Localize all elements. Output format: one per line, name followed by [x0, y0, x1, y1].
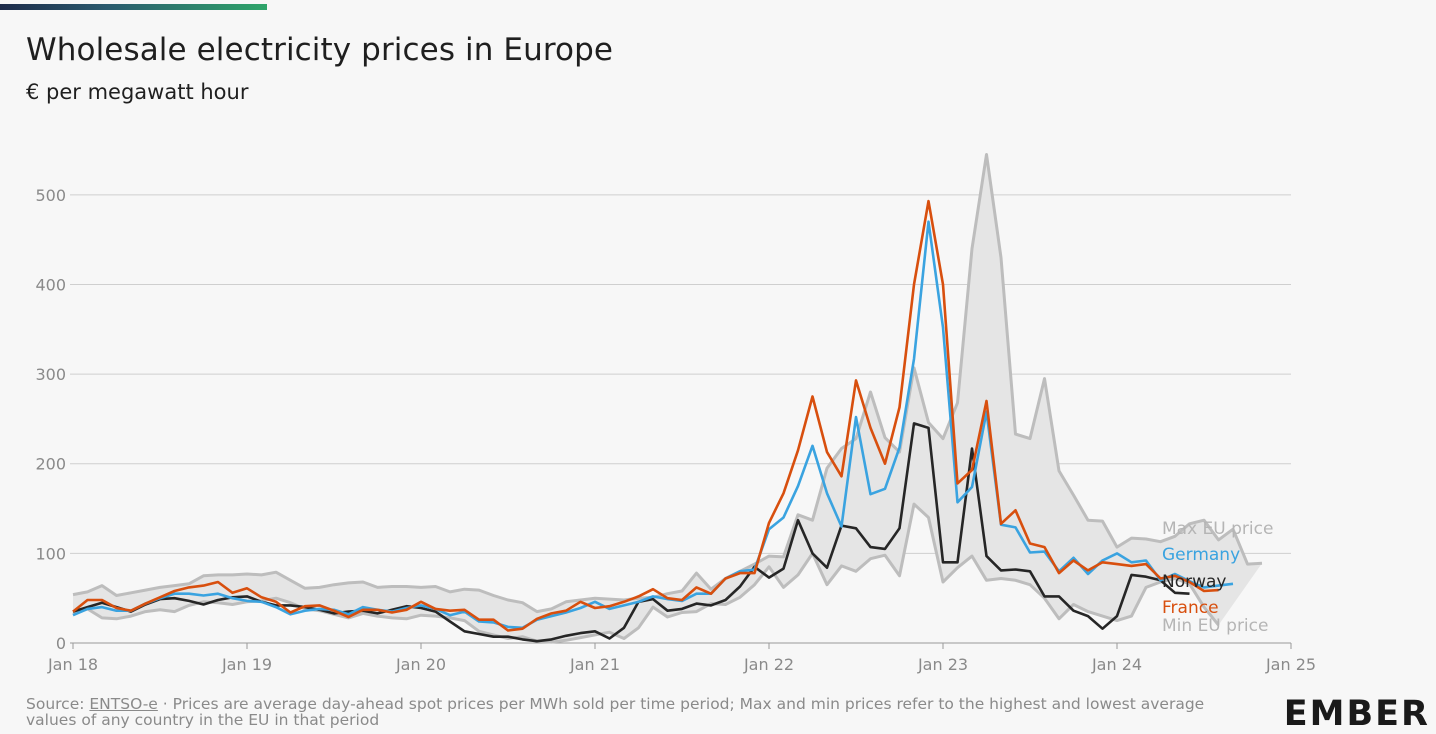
x-tick-label: Jan 24	[1091, 655, 1142, 674]
y-tick-label: 100	[35, 544, 66, 563]
x-tick-label: Jan 25	[1265, 655, 1316, 674]
series-line-germany	[72, 220, 1234, 630]
source-link[interactable]: ENTSO-e	[89, 695, 158, 713]
chart-title: Wholesale electricity prices in Europe	[26, 32, 614, 68]
source-prefix: Source:	[26, 695, 90, 713]
label-max-eu-price: Max EU price	[1162, 519, 1273, 539]
x-tick-label: Jan 23	[917, 655, 968, 674]
chart-subtitle: € per megawatt hour	[26, 80, 249, 104]
label-germany: Germany	[1162, 545, 1240, 565]
label-norway: Norway	[1162, 572, 1227, 592]
y-tick-label: 500	[35, 186, 66, 205]
source-text: · Prices are average day-ahead spot pric…	[26, 695, 1205, 729]
price-band-area	[73, 154, 1262, 643]
brand-accent-bar	[0, 4, 267, 10]
source-note: Source: ENTSO-e · Prices are average day…	[26, 696, 1256, 728]
y-tick-label: 400	[35, 275, 66, 294]
label-min-eu-price: Min EU price	[1162, 616, 1268, 636]
y-tick-label: 200	[35, 455, 66, 474]
x-tick-label: Jan 22	[743, 655, 794, 674]
series-line-france	[72, 199, 1219, 632]
x-tick-label: Jan 20	[395, 655, 446, 674]
ember-logo: EMBER	[1283, 694, 1430, 734]
y-tick-label: 300	[35, 365, 66, 384]
x-tick-label: Jan 21	[569, 655, 620, 674]
min-eu-price-line	[72, 502, 1220, 644]
y-tick-label: 0	[56, 634, 66, 653]
label-france: France	[1162, 598, 1219, 618]
x-tick-label: Jan 18	[47, 655, 98, 674]
max-eu-price-line	[72, 153, 1263, 614]
x-tick-label: Jan 19	[221, 655, 272, 674]
